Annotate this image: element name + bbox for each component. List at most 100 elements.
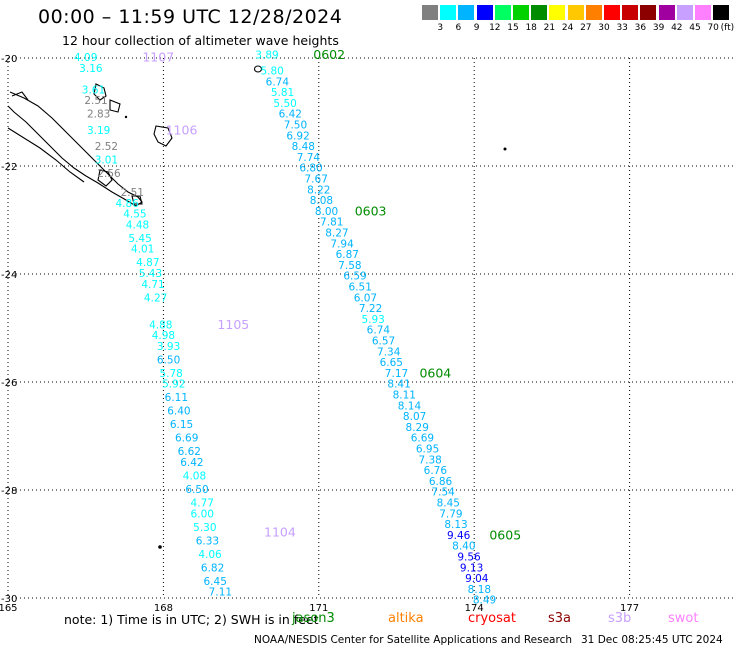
pass-time-label: 1107 <box>142 50 174 65</box>
wave-height-value: 8.27 <box>325 228 348 240</box>
wave-height-value: 7.54 <box>431 487 455 499</box>
wave-height-value: 6.92 <box>286 130 309 142</box>
color-scale-label: 30 <box>598 23 610 33</box>
wave-height-value: 6.45 <box>204 576 227 588</box>
island <box>97 169 113 187</box>
wave-height-value: 9.04 <box>465 573 489 585</box>
color-scale-label: 27 <box>580 23 592 33</box>
color-swatch <box>422 5 438 20</box>
wave-height-value: 8.13 <box>444 519 467 531</box>
map-grid <box>7 57 733 599</box>
matthew-island <box>253 65 263 73</box>
wave-height-value: 5.50 <box>273 98 296 110</box>
wave-height-value: 3.19 <box>87 125 110 137</box>
wave-height-value: 2.51 <box>84 95 107 107</box>
wave-height-value: 6.51 <box>349 282 372 294</box>
wave-height-value: 4.71 <box>141 279 164 291</box>
wave-height-value: 4.06 <box>198 549 222 561</box>
pass-time-label: 1106 <box>166 122 198 137</box>
wave-height-value: 4.08 <box>183 471 206 483</box>
wave-height-value: 4.55 <box>123 209 146 221</box>
wave-height-value: 6.50 <box>157 354 180 366</box>
wave-height-value: 9.13 <box>460 562 483 574</box>
wave-height-value: 4.87 <box>136 257 159 269</box>
lat-label: -22 <box>1 162 17 173</box>
wave-height-value: 6.42 <box>279 109 302 121</box>
pass-time-label: 1105 <box>217 317 249 332</box>
hunter-island <box>503 147 507 151</box>
wave-height-value: 3.89 <box>255 49 278 61</box>
lon-label: 171 <box>309 603 328 614</box>
footer-credit: NOAA/NESDIS Center for Satellite Applica… <box>254 634 572 646</box>
wave-height-value: 5.78 <box>159 368 182 380</box>
wave-height-value: 4.98 <box>152 330 175 342</box>
wave-height-value: 5.81 <box>271 87 294 99</box>
wave-height-value: 7.67 <box>305 174 328 186</box>
color-swatch <box>604 5 620 20</box>
color-swatch <box>513 5 529 20</box>
color-swatch <box>695 5 711 20</box>
wave-height-value: 6.07 <box>354 292 377 304</box>
wave-height-value: 3.16 <box>79 63 103 75</box>
wave-height-value: 4.09 <box>74 52 97 64</box>
wave-height-value: 8.40 <box>452 541 475 553</box>
wave-height-value: 4.48 <box>126 219 149 231</box>
wave-height-value: 6.80 <box>299 163 322 175</box>
color-scale-label: 24 <box>561 23 574 33</box>
note-text: note: 1) Time is in UTC; 2) SWH is in fe… <box>64 612 319 627</box>
wave-height-value: 8.48 <box>292 141 315 153</box>
color-scale-label: 42 <box>671 23 683 33</box>
map-title: 00:00 – 11:59 UTC 12/28/2024 <box>38 6 343 28</box>
wave-height-value: 8.00 <box>315 206 338 218</box>
color-scale-label: 33 <box>616 23 628 33</box>
color-scale-label: 15 <box>507 23 519 33</box>
wave-height-value: 6.57 <box>372 336 395 348</box>
color-scale-label: 18 <box>525 23 537 33</box>
wave-height-value: 7.94 <box>330 238 354 250</box>
satellite-legend-item: s3a <box>548 611 572 626</box>
wave-height-value: 8.41 <box>387 379 410 391</box>
satellite-legend-item: swot <box>668 611 699 626</box>
wave-height-value: 7.79 <box>439 508 462 520</box>
color-swatch <box>713 5 730 20</box>
wave-height-points: 4.093.163.612.512.833.192.523.012.562.51… <box>74 49 496 606</box>
wave-height-value: 9.46 <box>447 530 471 542</box>
wave-height-value: 2.51 <box>121 187 144 199</box>
lon-label: 168 <box>154 603 173 614</box>
color-scale-label: 3 <box>437 23 444 33</box>
lat-label: -20 <box>1 54 17 65</box>
wave-height-value: 8.22 <box>307 184 330 196</box>
map-subtitle: 12 hour collection of altimeter wave hei… <box>62 33 339 48</box>
wave-height-value: 7.74 <box>297 152 321 164</box>
wave-height-value: 8.08 <box>310 195 333 207</box>
color-scale-label: 70 <box>707 23 719 33</box>
wave-height-value: 5.43 <box>139 268 162 280</box>
wave-height-value: 6.69 <box>411 433 434 445</box>
color-swatch <box>476 5 493 20</box>
wave-height-value: 4.86 <box>115 198 139 210</box>
wave-height-value: 8.18 <box>468 584 491 596</box>
wave-height-value: 4.27 <box>144 292 167 304</box>
lon-label: 174 <box>465 603 484 614</box>
color-swatch <box>622 5 639 20</box>
lon-label: 177 <box>620 603 639 614</box>
coastline-north <box>11 91 29 101</box>
wave-height-value: 6.82 <box>201 562 224 574</box>
wave-height-value: 7.58 <box>338 260 361 272</box>
wave-height-value: 8.11 <box>393 390 416 402</box>
satellite-legend-item: altika <box>388 611 424 626</box>
pass-time-label: 0605 <box>489 527 521 542</box>
wave-height-value: 4.88 <box>149 319 172 331</box>
lat-label: -26 <box>1 378 17 389</box>
wave-height-value: 7.17 <box>385 368 408 380</box>
wave-height-value: 6.87 <box>336 249 359 261</box>
wave-height-value: 4.77 <box>191 498 214 510</box>
wave-height-value: 6.11 <box>165 392 188 404</box>
wave-height-value: 7.38 <box>418 454 441 466</box>
wave-height-value: 6.00 <box>191 508 214 520</box>
lat-label: -30 <box>1 594 17 605</box>
wave-height-value: 3.61 <box>82 84 105 96</box>
color-swatch <box>549 5 566 20</box>
